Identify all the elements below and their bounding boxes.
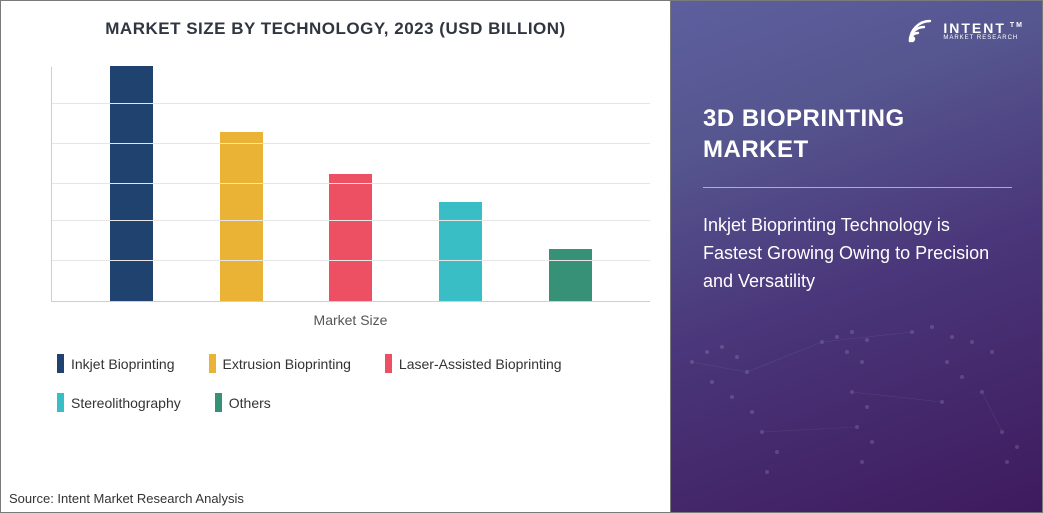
legend-item: Laser-Assisted Bioprinting bbox=[385, 354, 562, 373]
legend-label: Extrusion Bioprinting bbox=[223, 356, 351, 372]
chart-plot bbox=[51, 67, 650, 302]
legend-swatch-icon bbox=[57, 354, 64, 373]
panel-heading: 3D BIOPRINTING MARKET bbox=[703, 103, 1012, 165]
bar-laser bbox=[329, 174, 372, 301]
divider bbox=[703, 187, 1012, 188]
legend-label: Inkjet Bioprinting bbox=[71, 356, 175, 372]
heading-line1: 3D BIOPRINTING bbox=[703, 105, 905, 132]
heading-line2: MARKET bbox=[703, 136, 809, 163]
logo-text: INTENT TM MARKET RESEARCH bbox=[943, 21, 1024, 41]
logo-tm: TM bbox=[1010, 22, 1024, 29]
panel-body: Inkjet Bioprinting Technology is Fastest… bbox=[703, 212, 1003, 296]
brand-logo: INTENT TM MARKET RESEARCH bbox=[904, 15, 1024, 47]
chart-title: MARKET SIZE BY TECHNOLOGY, 2023 (USD BIL… bbox=[21, 19, 650, 39]
info-panel: INTENT TM MARKET RESEARCH 3D BIOPRINTING … bbox=[670, 0, 1043, 513]
legend-swatch-icon bbox=[57, 393, 64, 412]
legend-label: Others bbox=[229, 395, 271, 411]
world-map-decoration bbox=[670, 282, 1043, 513]
legend-item: Others bbox=[215, 393, 271, 412]
bar-extrusion bbox=[220, 132, 263, 301]
chart-panel: MARKET SIZE BY TECHNOLOGY, 2023 (USD BIL… bbox=[0, 0, 670, 513]
bar-others bbox=[549, 249, 592, 301]
legend-label: Laser-Assisted Bioprinting bbox=[399, 356, 562, 372]
logo-tagline: MARKET RESEARCH bbox=[943, 35, 1024, 41]
chart-legend: Inkjet Bioprinting Extrusion Bioprinting… bbox=[51, 346, 650, 420]
legend-label: Stereolithography bbox=[71, 395, 181, 411]
x-axis-label: Market Size bbox=[51, 312, 650, 328]
logo-icon bbox=[904, 15, 936, 47]
legend-swatch-icon bbox=[209, 354, 216, 373]
legend-item: Stereolithography bbox=[57, 393, 181, 412]
infographic-container: MARKET SIZE BY TECHNOLOGY, 2023 (USD BIL… bbox=[0, 0, 1043, 513]
legend-item: Extrusion Bioprinting bbox=[209, 354, 351, 373]
logo-name: INTENT bbox=[943, 20, 1006, 36]
legend-swatch-icon bbox=[385, 354, 392, 373]
legend-item: Inkjet Bioprinting bbox=[57, 354, 175, 373]
bar-stereo bbox=[439, 202, 482, 301]
legend-swatch-icon bbox=[215, 393, 222, 412]
source-text: Source: Intent Market Research Analysis bbox=[9, 491, 244, 506]
bars-container bbox=[52, 67, 650, 301]
chart-area: Market Size Inkjet Bioprinting Extrusion… bbox=[21, 67, 650, 502]
